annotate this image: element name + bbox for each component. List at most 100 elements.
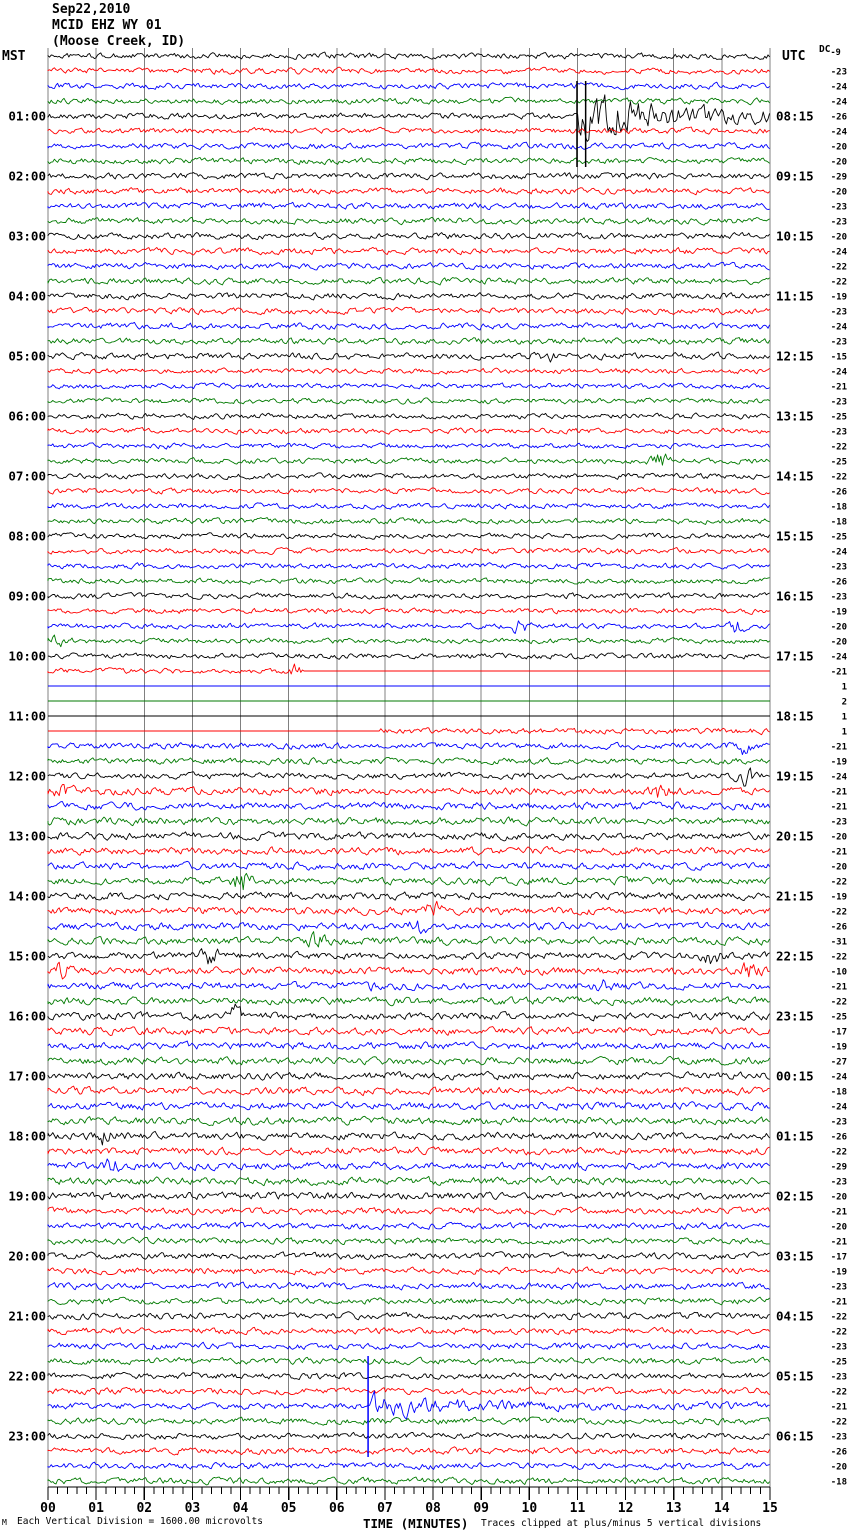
- dc-offset-value: -24: [831, 368, 848, 378]
- dc-offset-value: -19: [831, 1043, 847, 1053]
- dc-offset-value: -24: [831, 653, 848, 663]
- seismo-trace: [47, 607, 770, 615]
- seismo-trace: [47, 337, 770, 346]
- seismo-trace: [47, 845, 770, 856]
- dc-offset-value: -26: [831, 113, 847, 123]
- seismo-trace: [47, 427, 770, 435]
- seismo-trace: [47, 321, 771, 331]
- seismo-trace: [47, 1236, 770, 1246]
- dc-offset-header-label: DC: [819, 44, 831, 55]
- seismo-trace: [47, 800, 771, 811]
- seismo-trace: [47, 1206, 771, 1216]
- left-timezone-label: MST: [2, 49, 26, 64]
- dc-offset-value: -24: [831, 548, 848, 558]
- seismo-trace: [47, 351, 770, 363]
- axis-tick-label: 01: [88, 1501, 104, 1516]
- dc-offset-value: 1: [842, 728, 847, 738]
- dc-offset-value: -24: [831, 323, 848, 333]
- dc-offset-value: 1: [842, 683, 847, 693]
- seismo-trace: [47, 900, 770, 916]
- seismo-trace: [47, 367, 770, 375]
- seismo-trace: [47, 591, 770, 600]
- dc-offset-value: -23: [831, 1373, 847, 1383]
- seismo-trace: [47, 201, 770, 210]
- hour-label-right: 08:15: [776, 109, 814, 124]
- seismo-trace: [47, 277, 770, 286]
- seismo-trace: [47, 96, 770, 106]
- seismo-trace: [47, 126, 770, 135]
- hour-label-left: 06:00: [8, 409, 46, 424]
- seismo-trace: [47, 634, 770, 648]
- seismo-trace: [47, 920, 770, 935]
- dc-offset-value: -20: [831, 863, 847, 873]
- dc-offset-value: -22: [831, 878, 847, 888]
- dc-offset-value: -26: [831, 488, 847, 498]
- seismo-trace: [47, 1386, 770, 1396]
- axis-tick-label: 03: [185, 1501, 201, 1516]
- dc-offset-value: -21: [831, 788, 847, 798]
- x-axis-title: TIME (MINUTES): [363, 1516, 469, 1531]
- hour-label-right: 19:15: [776, 769, 814, 784]
- dc-offset-value: -23: [831, 68, 847, 78]
- seismo-trace: [47, 1101, 770, 1112]
- seismo-trace: [47, 1055, 770, 1066]
- seismo-trace: [47, 961, 770, 980]
- dc-offset-value: -24: [831, 128, 848, 138]
- hour-label-left: 04:00: [8, 289, 46, 304]
- dc-offset-value: -23: [831, 818, 847, 828]
- hour-label-right: 11:15: [776, 289, 814, 304]
- dc-offset-value: -21: [831, 383, 847, 393]
- seismo-trace: [47, 996, 770, 1007]
- dc-offset-value: -18: [831, 518, 847, 528]
- dc-offset-value: -21: [831, 668, 847, 678]
- axis-tick-label: 14: [714, 1501, 730, 1516]
- hour-label-left: 20:00: [8, 1249, 46, 1264]
- dc-offset-value: -19: [831, 758, 847, 768]
- hour-label-left: 14:00: [8, 889, 46, 904]
- hour-label-left: 03:00: [8, 229, 46, 244]
- dc-offset-value: -23: [831, 308, 847, 318]
- dc-offset-value: -24: [831, 1103, 848, 1113]
- axis-tick-label: 06: [329, 1501, 345, 1516]
- dc-offset-value: -10: [831, 968, 847, 978]
- dc-offset-value: -22: [831, 953, 847, 963]
- seismo-trace: [47, 1040, 770, 1051]
- dc-offset-value: -22: [831, 1148, 847, 1158]
- hour-label-right: 18:15: [776, 709, 814, 724]
- hour-label-left: 11:00: [8, 709, 46, 724]
- dc-offset-value: -20: [831, 188, 847, 198]
- seismo-trace: [47, 860, 770, 871]
- dc-offset-value: -23: [831, 1433, 847, 1443]
- seismo-trace: [47, 1251, 770, 1261]
- seismo-trace: [47, 1115, 770, 1127]
- seismo-trace: [47, 948, 770, 965]
- seismo-trace: [47, 652, 770, 660]
- axis-tick-label: 15: [762, 1501, 778, 1516]
- dc-offset-value: -21: [831, 848, 847, 858]
- hour-label-left: 22:00: [8, 1369, 46, 1384]
- seismo-trace: [47, 442, 770, 450]
- seismo-trace: [47, 1476, 770, 1486]
- hour-label-right: 10:15: [776, 229, 814, 244]
- dc-offset-value: -22: [831, 263, 847, 273]
- dc-offset-value: -26: [831, 578, 847, 588]
- seismo-trace: [47, 1266, 770, 1276]
- seismo-trace: [47, 397, 770, 405]
- dc-offset-value: -21: [831, 743, 847, 753]
- dc-offset-value: -18: [831, 1478, 847, 1488]
- seismo-trace: [47, 382, 770, 390]
- dc-offset-value: -31: [831, 938, 847, 948]
- seismo-trace: [47, 94, 771, 142]
- seismo-trace: [47, 831, 770, 842]
- seismo-trace: [47, 767, 770, 787]
- dc-offset-value: -20: [831, 1193, 847, 1203]
- dc-offset-value: -23: [831, 203, 847, 213]
- dc-offset-value: -23: [831, 428, 847, 438]
- axis-tick-label: 11: [570, 1501, 586, 1516]
- seismo-trace: [47, 1296, 770, 1306]
- seismo-trace: [47, 232, 770, 241]
- axis-tick-label: 08: [425, 1501, 441, 1516]
- seismo-trace: [47, 1461, 770, 1471]
